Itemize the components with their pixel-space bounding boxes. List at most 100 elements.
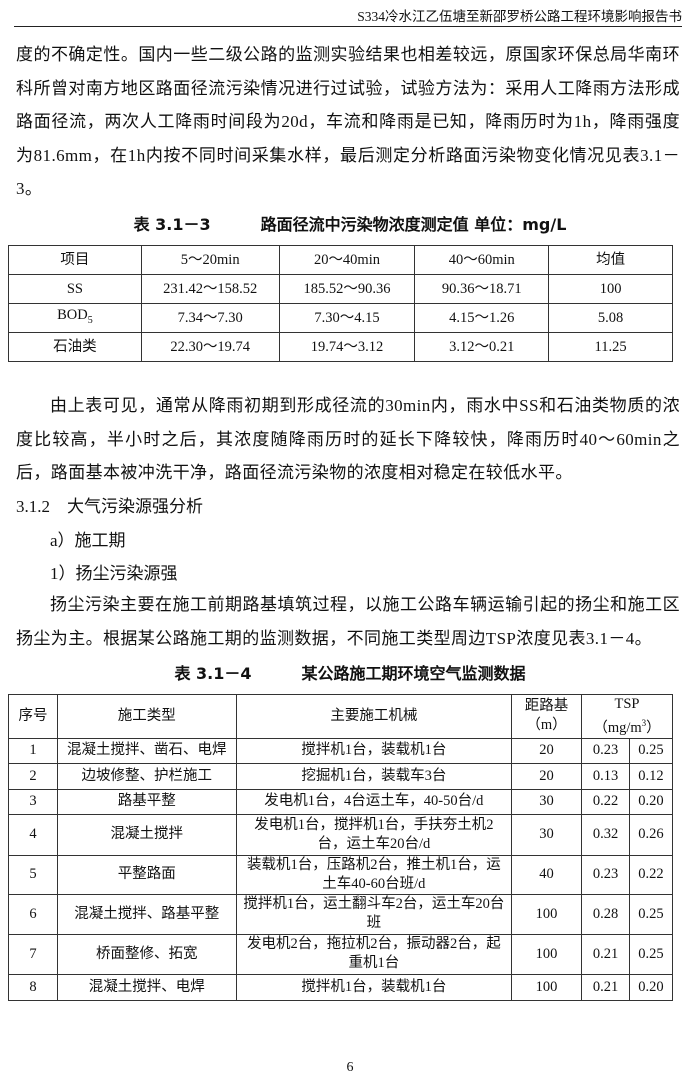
cell-text: 231.42～158.52 bbox=[163, 280, 258, 297]
table-cell: 90.36～18.71 bbox=[414, 274, 550, 304]
table-cell: 3.12～0.21 bbox=[414, 332, 550, 362]
header-cell: 5～20min bbox=[140, 245, 280, 275]
table-cell: 发电机1台，4台运土车，40-50台/d bbox=[235, 788, 513, 815]
table-row: 6 混凝土搅拌、路基平整 搅拌机1台，运土翻斗车2台，运土车20台班 100 0.28 0… bbox=[8, 893, 674, 935]
table-header-row: 项目 5～20min 20～40min 40～60min 均值 bbox=[8, 245, 673, 275]
cell-text: 3.12～0.21 bbox=[449, 338, 515, 355]
table-cell: 0.23 bbox=[581, 854, 630, 895]
table-header-row: 序号 施工类型 主要施工机械 距路基 （m） TSP （mg/m3） bbox=[8, 694, 673, 739]
header-divider bbox=[14, 26, 682, 27]
cell-text: 7.34～7.30 bbox=[177, 309, 243, 326]
table-cell: 7 bbox=[8, 933, 58, 975]
table-cell: 231.42～158.52 bbox=[140, 274, 280, 304]
table-cell: 11.25 bbox=[548, 332, 673, 362]
subheading-a: a）施工期 bbox=[50, 531, 126, 550]
section-heading: 3.1.2 大气污染源强分析 bbox=[16, 497, 203, 516]
table1-caption-number: 表 3.1－3 bbox=[133, 215, 211, 234]
table-cell: 挖掘机1台，装载车3台 bbox=[235, 762, 513, 790]
table-cell: 6 bbox=[8, 893, 58, 935]
table-row: 5 平整路面 装载机1台，压路机2台，推土机1台，运土车40-60台班/d 40 0.2… bbox=[8, 854, 674, 895]
table2-caption-number: 表 3.1－4 bbox=[174, 664, 252, 683]
table-row: 2 边坡修整、护栏施工 挖掘机1台，装载车3台 20 0.13 0.12 bbox=[8, 762, 674, 790]
table-cell: BOD5 bbox=[8, 303, 142, 333]
table-cell: 3 bbox=[8, 788, 58, 815]
table-cell: 2 bbox=[8, 762, 58, 790]
subheading-1: 1）扬尘污染源强 bbox=[50, 564, 178, 583]
table-cell: 混凝土搅拌、路基平整 bbox=[56, 893, 237, 935]
table-row: 8 混凝土搅拌、电焊 搅拌机1台，装载机1台 100 0.21 0.20 bbox=[8, 973, 674, 1001]
table-cell: 30 bbox=[511, 813, 583, 856]
table-cell: 发电机1台，搅拌机1台，手扶夯土机2台，运土车20台/d bbox=[235, 813, 513, 856]
table1-caption: 表 3.1－3 路面径流中污染物浓度测定值 单位：mg/L bbox=[0, 211, 700, 235]
cell-text: 石油类 bbox=[53, 338, 97, 355]
table-row: 4 混凝土搅拌 发电机1台，搅拌机1台，手扶夯土机2台，运土车20台/d 30 0.32… bbox=[8, 813, 674, 856]
table-cell: 0.12 bbox=[628, 762, 674, 790]
table-cell: 0.26 bbox=[628, 813, 674, 856]
table-cell: 0.21 bbox=[581, 973, 630, 1001]
header-cell: 项目 bbox=[8, 245, 142, 275]
table-cell: 石油类 bbox=[8, 332, 142, 362]
table-cell: 0.23 bbox=[581, 737, 630, 764]
table-cell: 40 bbox=[511, 854, 583, 895]
table-cell: 平整路面 bbox=[56, 854, 237, 895]
table-cell: 30 bbox=[511, 788, 583, 815]
table-cell: 19.74～3.12 bbox=[278, 332, 416, 362]
table-construction-air-monitoring: 序号 施工类型 主要施工机械 距路基 （m） TSP （mg/m3） 1 混凝土搅拌、… bbox=[8, 694, 674, 1001]
table-cell: 4 bbox=[8, 813, 58, 856]
header-cell: 20～40min bbox=[278, 245, 416, 275]
subscript: 5 bbox=[87, 314, 93, 326]
cell-text: 22.30～19.74 bbox=[170, 338, 251, 355]
table-cell: 混凝土搅拌 bbox=[56, 813, 237, 856]
cell-text: 4.15～1.26 bbox=[449, 309, 515, 326]
table-cell: 0.28 bbox=[581, 893, 630, 935]
table-cell: 搅拌机1台，运土翻斗车2台，运土车20台班 bbox=[235, 893, 513, 935]
table-cell: 1 bbox=[8, 737, 58, 764]
table-cell: 4.15～1.26 bbox=[414, 303, 550, 333]
table1-caption-title: 路面径流中污染物浓度测定值 单位：mg/L bbox=[260, 215, 567, 234]
running-header: S334冷水江乙伍塘至新邵罗桥公路工程环境影响报告书 bbox=[357, 9, 682, 24]
header-tsp-close: ） bbox=[646, 719, 661, 736]
table-cell: 0.22 bbox=[581, 788, 630, 815]
cell-text: 19.74～3.12 bbox=[310, 338, 384, 355]
cell-text: 5.08 bbox=[597, 309, 624, 326]
cell-text: 90.36～18.71 bbox=[441, 280, 522, 297]
header-distance-label: 距路基 bbox=[524, 698, 569, 715]
table-cell: 100 bbox=[511, 893, 583, 935]
table-row: 1 混凝土搅拌、凿石、电焊 搅拌机1台，装载机1台 20 0.23 0.25 bbox=[8, 737, 674, 764]
table2-caption-title: 某公路施工期环境空气监测数据 bbox=[301, 664, 526, 683]
table-cell: 搅拌机1台，装载机1台 bbox=[235, 973, 513, 1001]
header-tsp-unit: （mg/m bbox=[593, 719, 642, 736]
cell-text: SS bbox=[66, 280, 83, 297]
header-cell: 40～60min bbox=[414, 245, 550, 275]
table-runoff-pollutants: 项目 5～20min 20～40min 40～60min 均值 SS 231.42～158… bbox=[8, 245, 673, 362]
table2-caption: 表 3.1－4 某公路施工期环境空气监测数据 bbox=[0, 660, 700, 684]
table-cell: 0.13 bbox=[581, 762, 630, 790]
table-cell: 发电机2台，拖拉机2台，振动器2台，起重机1台 bbox=[235, 933, 513, 975]
table-cell: 0.20 bbox=[628, 788, 674, 815]
table-cell: 0.25 bbox=[628, 893, 674, 935]
table-cell: 边坡修整、护栏施工 bbox=[56, 762, 237, 790]
table-cell: 0.21 bbox=[581, 933, 630, 975]
cell-text: 185.52～90.36 bbox=[303, 280, 391, 297]
table-cell: 5.08 bbox=[548, 303, 673, 333]
table-cell: 搅拌机1台，装载机1台 bbox=[235, 737, 513, 764]
table-cell: 100 bbox=[548, 274, 673, 304]
paragraph-3: 扬尘污染主要在施工前期路基填筑过程，以施工公路车辆运输引起的扬尘和施工区扬尘为主… bbox=[16, 595, 680, 648]
table-cell: 5 bbox=[8, 854, 58, 895]
header-distance-unit: （m） bbox=[526, 717, 567, 734]
table-cell: 7.30～4.15 bbox=[278, 303, 416, 333]
table-cell: 0.20 bbox=[628, 973, 674, 1001]
table-cell: 0.22 bbox=[628, 854, 674, 895]
header-no: 序号 bbox=[8, 694, 58, 739]
table-cell: 7.34～7.30 bbox=[140, 303, 280, 333]
header-machines: 主要施工机械 bbox=[235, 694, 513, 739]
paragraph-2: 由上表可见，通常从降雨初期到形成径流的30min内，雨水中SS和石油类物质的浓度… bbox=[16, 396, 680, 482]
table-cell: SS bbox=[8, 274, 142, 304]
header-type: 施工类型 bbox=[56, 694, 237, 739]
table-cell: 混凝土搅拌、凿石、电焊 bbox=[56, 737, 237, 764]
table-row: BOD5 7.34～7.30 7.30～4.15 4.15～1.26 5.08 bbox=[8, 303, 673, 333]
table-cell: 路基平整 bbox=[56, 788, 237, 815]
table-cell: 20 bbox=[511, 737, 583, 764]
header-distance: 距路基 （m） bbox=[511, 694, 583, 739]
cell-text: 11.25 bbox=[594, 338, 627, 355]
